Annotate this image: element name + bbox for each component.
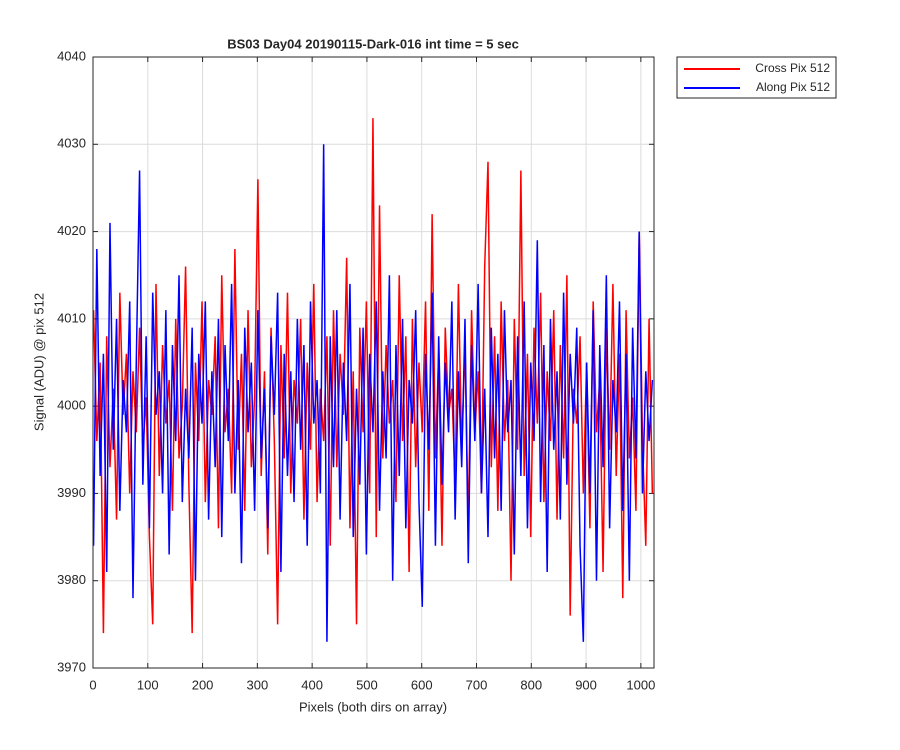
legend-box xyxy=(676,56,837,99)
x-tick-label: 400 xyxy=(301,677,323,692)
x-tick-label: 200 xyxy=(192,677,214,692)
x-tick-label: 1000 xyxy=(626,677,655,692)
y-axis-label: Signal (ADU) @ pix 512 xyxy=(31,293,46,431)
data-line xyxy=(92,144,654,642)
plot-frame xyxy=(92,56,655,669)
x-tick-label: 0 xyxy=(89,677,96,692)
y-tick-label: 3990 xyxy=(57,485,86,500)
y-tick-label: 4010 xyxy=(57,310,86,325)
y-tick-label: 3980 xyxy=(57,572,86,587)
x-tick-label: 700 xyxy=(466,677,488,692)
data-line xyxy=(92,118,654,634)
x-tick-label: 100 xyxy=(137,677,159,692)
x-tick-label: 300 xyxy=(247,677,269,692)
chart-title: BS03 Day04 20190115-Dark-016 int time = … xyxy=(227,36,519,51)
y-tick-label: 4020 xyxy=(57,223,86,238)
y-tick-label: 3970 xyxy=(57,659,86,674)
legend-label: Along Pix 512 xyxy=(756,80,830,94)
y-tick-label: 4040 xyxy=(57,48,86,63)
x-tick-label: 500 xyxy=(356,677,378,692)
x-tick-label: 900 xyxy=(575,677,597,692)
x-tick-label: 600 xyxy=(411,677,433,692)
x-tick-label: 800 xyxy=(520,677,542,692)
y-tick-label: 4030 xyxy=(57,136,86,151)
y-tick-label: 4000 xyxy=(57,398,86,413)
legend-label: Cross Pix 512 xyxy=(755,61,830,75)
x-axis-label: Pixels (both dirs on array) xyxy=(299,699,447,714)
